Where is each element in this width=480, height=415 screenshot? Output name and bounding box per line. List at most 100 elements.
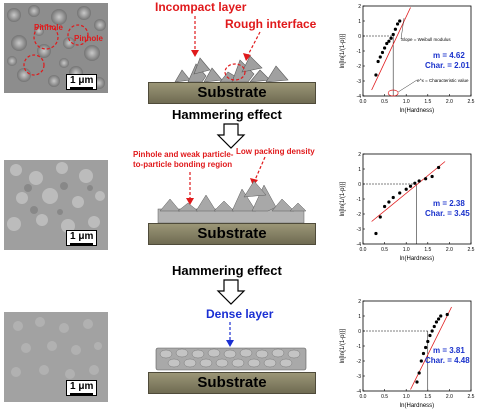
x-tick-label: 1.0	[403, 394, 410, 400]
x-tick-label: 1.0	[403, 99, 410, 105]
data-point	[385, 41, 389, 46]
sem-image-2: 1 μm	[4, 160, 108, 250]
m-value: m = 4.62	[433, 51, 465, 60]
data-point	[437, 317, 441, 321]
scale-bar-2: 1 μm	[66, 230, 98, 246]
data-point	[424, 345, 428, 350]
x-tick-label: 2.0	[446, 99, 453, 105]
weibull-plot-1: 0.0 0.5 1.0 1.5 2.0 2.5 2 1 0 -1 -2 -3 -4 ln(Hardness…	[340, 4, 475, 114]
char-value: Char. = 3.45	[425, 209, 470, 218]
x-tick-label: 2.5	[468, 247, 475, 253]
data-point	[430, 329, 434, 333]
x-tick-label: 0.5	[381, 394, 388, 400]
weibull-plot-2: 0.0 0.5 1.0 1.5 2.0 2.5 2 1 0 -1 -2 -3 -4 ln(Hardness…	[340, 152, 475, 262]
y-tick-label: -4	[357, 389, 362, 395]
y-axis-label: ln[ln{1/(1-p)}]	[340, 328, 346, 363]
fit-line	[410, 306, 452, 390]
data-point	[408, 184, 413, 188]
x-tick-label: 0.0	[360, 247, 367, 253]
pinhole-label-1: Pinhole	[34, 23, 63, 32]
pinhole-label-2: Pinhole	[74, 34, 103, 43]
m-value: m = 2.38	[433, 199, 465, 208]
data-point	[432, 324, 436, 329]
x-axis-label: ln(Hardness)	[400, 108, 434, 114]
y-tick-label: -1	[357, 49, 362, 55]
sem-image-3: 1 μm	[4, 312, 108, 402]
x-tick-label: 1.5	[424, 99, 431, 105]
data-point	[437, 165, 441, 170]
y-tick-label: 0	[358, 329, 361, 335]
coating-3	[155, 347, 307, 371]
data-point	[387, 39, 391, 43]
scale-bar-3: 1 μm	[66, 380, 98, 396]
plot-frame	[362, 5, 472, 97]
data-point	[374, 73, 378, 77]
data-point	[393, 27, 397, 31]
y-tick-label: -2	[357, 64, 362, 70]
y-tick-label: 1	[358, 19, 361, 25]
char-note: e^x = Characteristic value	[417, 78, 469, 83]
data-point	[383, 46, 387, 50]
data-point	[404, 187, 408, 191]
plot-frame	[362, 153, 472, 245]
data-point	[398, 191, 402, 195]
data-point	[417, 179, 421, 183]
x-tick-label: 0.5	[381, 99, 388, 105]
data-point	[430, 174, 434, 179]
data-point	[417, 371, 421, 375]
data-point	[426, 339, 430, 344]
y-tick-label: -4	[357, 94, 362, 100]
char-pointer	[398, 79, 418, 93]
pinhole-weak-bonding-label: Pinhole and weak particle-to-particle bo…	[133, 150, 234, 169]
y-tick-label: 2	[358, 299, 361, 305]
data-point	[389, 36, 393, 40]
x-axis-label: ln(Hardness)	[400, 403, 434, 409]
substrate-3: Substrate	[148, 372, 316, 394]
x-tick-label: 0.5	[381, 247, 388, 253]
y-tick-label: -1	[357, 197, 362, 203]
y-tick-label: 0	[358, 182, 361, 188]
m-value: m = 3.81	[433, 346, 465, 355]
hammering-effect-label-1: Hammering effect	[172, 107, 282, 122]
x-tick-label: 0.0	[360, 99, 367, 105]
data-point	[376, 59, 380, 64]
y-tick-label: 1	[358, 167, 361, 173]
data-point	[395, 22, 400, 26]
data-point	[391, 32, 395, 37]
y-tick-label: -2	[357, 359, 362, 365]
y-axis-label: ln[ln{1/(1-p)}]	[340, 181, 346, 216]
incompact-layer-label: Incompact layer	[155, 0, 247, 14]
data-point	[428, 333, 432, 338]
x-tick-label: 1.5	[424, 247, 431, 253]
y-tick-label: -3	[357, 79, 362, 85]
data-point	[445, 312, 449, 317]
dense-layer-label: Dense layer	[206, 307, 274, 321]
data-point	[374, 231, 378, 236]
y-tick-label: -3	[357, 374, 362, 380]
low-packing-density-label: Low packing density	[236, 147, 315, 156]
sem-image-1: Pinhole Pinhole 1 μm	[4, 3, 108, 93]
sem-texture-3	[4, 312, 108, 402]
x-tick-label: 1.0	[403, 247, 410, 253]
data-point	[383, 204, 387, 209]
char-value: Char. = 2.01	[425, 61, 470, 70]
data-point	[434, 320, 439, 324]
data-point	[378, 55, 382, 59]
data-point	[424, 177, 428, 181]
y-tick-label: -2	[357, 212, 362, 218]
hammering-effect-label-2: Hammering effect	[172, 263, 282, 278]
y-tick-label: 2	[358, 4, 361, 10]
y-tick-label: -4	[357, 242, 362, 248]
data-point	[413, 181, 417, 185]
fit-line	[371, 7, 411, 91]
rough-interface-label: Rough interface	[225, 17, 317, 31]
slope-pointer	[400, 17, 405, 40]
y-axis-label: ln[ln{1/(1-p)}]	[340, 33, 346, 68]
x-axis-label: ln(Hardness)	[400, 256, 434, 262]
x-tick-label: 1.5	[424, 394, 431, 400]
char-marker	[387, 89, 399, 97]
x-tick-label: 2.0	[446, 394, 453, 400]
data-point	[419, 359, 423, 363]
data-point	[415, 380, 419, 384]
data-point	[421, 351, 426, 356]
